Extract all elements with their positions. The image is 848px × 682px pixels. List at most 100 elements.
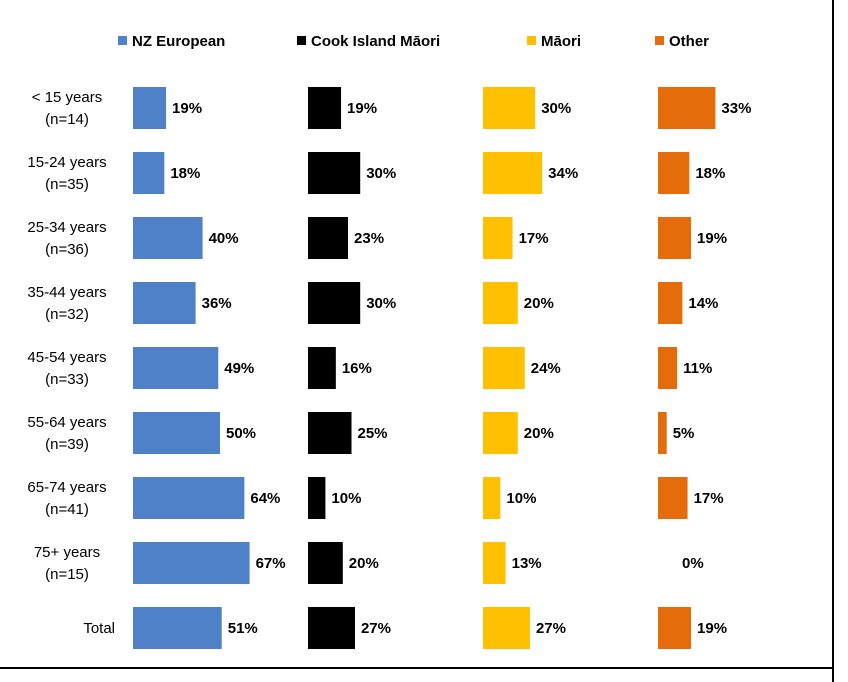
data-label-1-1: 30% bbox=[366, 165, 396, 182]
bar-0-2 bbox=[133, 217, 203, 259]
data-label-0-4: 49% bbox=[224, 360, 254, 377]
category-label-6: 65-74 years (n=41) bbox=[27, 479, 106, 518]
data-label-0-3: 36% bbox=[202, 295, 232, 312]
legend-marker-2 bbox=[527, 36, 536, 45]
data-label-3-0: 33% bbox=[721, 100, 751, 117]
data-label-0-5: 50% bbox=[226, 425, 256, 442]
data-label-0-7: 67% bbox=[256, 555, 286, 572]
data-label-2-8: 27% bbox=[536, 620, 566, 637]
data-label-3-3: 14% bbox=[688, 295, 718, 312]
category-label-line: (n=32) bbox=[45, 306, 89, 323]
data-label-0-1: 18% bbox=[170, 165, 200, 182]
bar-3-8 bbox=[658, 607, 692, 649]
category-label-line: (n=39) bbox=[45, 436, 89, 453]
legend: NZ European Cook Island Māori Māori Other bbox=[118, 33, 709, 50]
bar-2-1 bbox=[483, 152, 543, 194]
data-label-3-5: 5% bbox=[673, 425, 695, 442]
bar-2-0 bbox=[483, 87, 536, 129]
data-label-2-0: 30% bbox=[541, 100, 571, 117]
bar-0-5 bbox=[133, 412, 220, 454]
data-label-2-3: 20% bbox=[524, 295, 554, 312]
data-label-1-3: 30% bbox=[366, 295, 396, 312]
data-label-0-2: 40% bbox=[209, 230, 239, 247]
category-label-line: (n=14) bbox=[45, 111, 89, 128]
legend-label-0: NZ European bbox=[132, 33, 225, 50]
data-label-0-6: 64% bbox=[250, 490, 280, 507]
bar-0-7 bbox=[133, 542, 250, 584]
bar-3-1 bbox=[658, 152, 690, 194]
data-label-0-0: 19% bbox=[172, 100, 202, 117]
data-label-1-8: 27% bbox=[361, 620, 391, 637]
data-label-2-2: 17% bbox=[519, 230, 549, 247]
bar-1-3 bbox=[308, 282, 361, 324]
bar-3-6 bbox=[658, 477, 688, 519]
bar-3-4 bbox=[658, 347, 678, 389]
bar-0-0 bbox=[133, 87, 167, 129]
data-label-1-6: 10% bbox=[331, 490, 361, 507]
category-label-3: 35-44 years (n=32) bbox=[27, 284, 106, 323]
bar-1-0 bbox=[308, 87, 342, 129]
bar-2-8 bbox=[483, 607, 530, 649]
data-label-3-4: 11% bbox=[683, 360, 712, 377]
category-label-line: 65-74 years bbox=[27, 479, 106, 496]
category-label-5: 55-64 years (n=39) bbox=[27, 414, 106, 453]
data-label-2-4: 24% bbox=[531, 360, 561, 377]
bars bbox=[133, 87, 716, 649]
data-labels: 19% 18% 40% 36% 49% 50% 64% 67% 51% 19% 30% 23% 30% 1… bbox=[170, 100, 751, 637]
category-label-4: 45-54 years (n=33) bbox=[27, 349, 106, 388]
legend-label-1: Cook Island Māori bbox=[311, 33, 440, 50]
bar-2-5 bbox=[483, 412, 518, 454]
category-label-8: Total bbox=[83, 620, 115, 637]
category-label-line: 75+ years bbox=[34, 544, 100, 561]
data-label-3-1: 18% bbox=[695, 165, 725, 182]
bar-1-5 bbox=[308, 412, 352, 454]
category-label-line: 25-34 years bbox=[27, 219, 106, 236]
bar-2-6 bbox=[483, 477, 501, 519]
bar-1-6 bbox=[308, 477, 326, 519]
data-label-2-1: 34% bbox=[548, 165, 578, 182]
category-label-line: (n=33) bbox=[45, 371, 89, 388]
data-label-3-8: 19% bbox=[697, 620, 727, 637]
category-label-1: 15-24 years (n=35) bbox=[27, 154, 106, 193]
bar-3-0 bbox=[658, 87, 716, 129]
bar-3-3 bbox=[658, 282, 683, 324]
bar-1-1 bbox=[308, 152, 361, 194]
data-label-2-5: 20% bbox=[524, 425, 554, 442]
category-label-line: 45-54 years bbox=[27, 349, 106, 366]
bar-3-2 bbox=[658, 217, 692, 259]
legend-marker-3 bbox=[655, 36, 664, 45]
bar-3-5 bbox=[658, 412, 667, 454]
category-label-2: 25-34 years (n=36) bbox=[27, 219, 106, 258]
data-label-3-2: 19% bbox=[697, 230, 727, 247]
category-label-line: 55-64 years bbox=[27, 414, 106, 431]
data-label-2-6: 10% bbox=[506, 490, 536, 507]
category-label-line: 35-44 years bbox=[27, 284, 106, 301]
legend-label-2: Māori bbox=[541, 33, 581, 50]
bar-1-8 bbox=[308, 607, 355, 649]
category-labels: < 15 years (n=14) 15-24 years (n=35) 25-34 y… bbox=[27, 89, 115, 637]
bar-0-3 bbox=[133, 282, 196, 324]
category-label-line: (n=15) bbox=[45, 566, 89, 583]
category-label-line: (n=35) bbox=[45, 176, 89, 193]
category-label-line: < 15 years bbox=[32, 89, 102, 106]
bar-0-1 bbox=[133, 152, 165, 194]
category-label-0: < 15 years (n=14) bbox=[32, 89, 102, 128]
legend-label-3: Other bbox=[669, 33, 709, 50]
data-label-3-6: 17% bbox=[694, 490, 724, 507]
category-label-7: 75+ years (n=15) bbox=[34, 544, 100, 583]
category-label-line: (n=41) bbox=[45, 501, 89, 518]
bar-1-7 bbox=[308, 542, 343, 584]
bar-2-7 bbox=[483, 542, 506, 584]
data-label-1-5: 25% bbox=[358, 425, 388, 442]
bar-0-6 bbox=[133, 477, 245, 519]
bar-2-2 bbox=[483, 217, 513, 259]
bar-2-3 bbox=[483, 282, 518, 324]
bar-1-4 bbox=[308, 347, 336, 389]
data-label-0-8: 51% bbox=[228, 620, 258, 637]
category-label-line: (n=36) bbox=[45, 241, 89, 258]
data-label-1-2: 23% bbox=[354, 230, 384, 247]
bar-2-4 bbox=[483, 347, 525, 389]
data-label-1-0: 19% bbox=[347, 100, 377, 117]
data-label-2-7: 13% bbox=[512, 555, 542, 572]
